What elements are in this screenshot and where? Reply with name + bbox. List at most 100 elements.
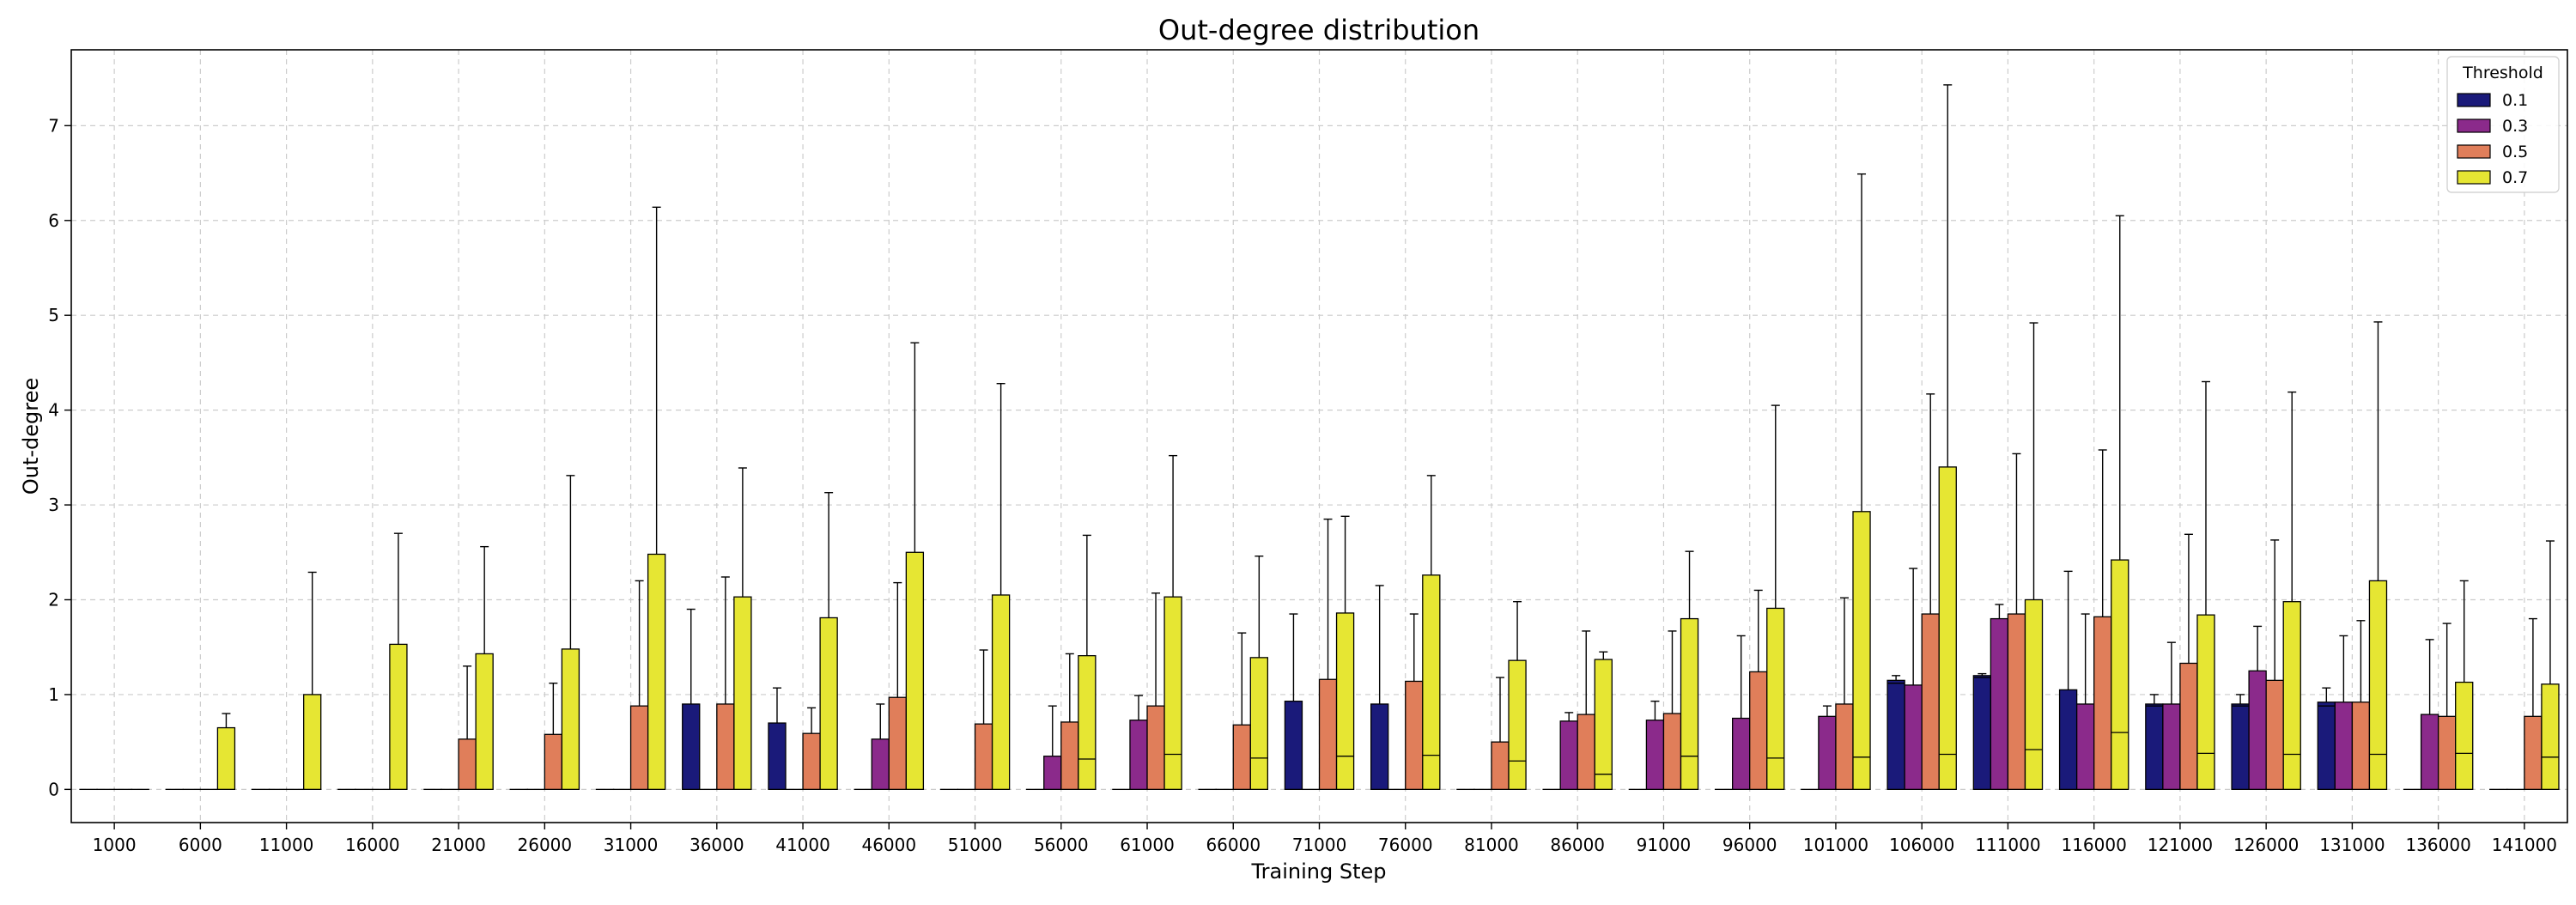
x-tick-label: 126000 [2233,835,2299,855]
bar-0-7 [1939,467,1956,789]
bar-0-5 [1233,725,1250,789]
y-tick-label: 1 [48,684,59,705]
bar-0-5 [1320,679,1337,789]
bar-0-3 [1130,720,1147,790]
bar-0-7 [1681,619,1698,790]
bar-0-3 [2249,671,2266,789]
x-tick-label: 6000 [179,835,222,855]
bar-0-5 [2180,663,2197,789]
bar-0-7 [2542,684,2559,790]
bar-0-3 [2077,704,2094,789]
x-tick-label: 51000 [948,835,1003,855]
bar-0-1 [2318,702,2335,790]
x-tick-label: 111000 [1975,835,2040,855]
bar-0-5 [717,704,734,789]
bar-0-7 [1509,660,1526,789]
bar-0-5 [1750,671,1767,789]
bar-0-3 [1560,721,1577,790]
bar-0-1 [2232,704,2249,789]
bar-0-7 [1853,512,1870,790]
legend-label: 0.7 [2502,168,2528,187]
bar-0-5 [1492,742,1509,789]
y-tick-label: 5 [48,305,59,325]
legend: Threshold 0.1 0.3 0.5 0.7 [2447,57,2559,192]
y-tick-label: 6 [48,210,59,231]
bar-0-7 [648,554,665,789]
bar-0-5 [2439,716,2456,789]
bar-0-7 [2283,602,2300,790]
bar-0-7 [2456,683,2473,790]
legend-title: Threshold [2462,64,2543,82]
bar-0-7 [1164,597,1182,789]
bar-0-5 [1922,614,1939,789]
bar-0-5 [459,739,476,790]
y-tick-label: 7 [48,115,59,136]
bar-0-5 [975,724,993,789]
legend-swatch [2458,119,2490,132]
bar-0-3 [1990,619,2008,790]
chart-title: Out-degree distribution [1158,14,1479,46]
bar-0-5 [2094,616,2111,789]
x-tick-label: 41000 [775,835,830,855]
bar-0-7 [993,595,1010,789]
legend-label: 0.3 [2502,117,2528,136]
x-tick-label: 91000 [1637,835,1692,855]
x-tick-label: 61000 [1120,835,1175,855]
bar-0-3 [2163,704,2180,789]
x-tick-label: 26000 [518,835,573,855]
bar-0-7 [217,728,234,790]
bar-0-5 [1577,714,1595,789]
bar-0-7 [2369,580,2386,789]
y-tick-label: 2 [48,589,59,610]
bar-0-3 [1733,719,1750,790]
bar-0-1 [1371,704,1388,789]
bar-0-5 [1836,704,1853,789]
legend-swatch [2458,171,2490,184]
y-tick-label: 3 [48,495,59,515]
x-tick-label: 16000 [345,835,400,855]
bar-0-5 [2266,680,2283,789]
bar-0-3 [1044,756,1061,790]
bar-0-7 [1337,613,1354,789]
bar-0-1 [1887,680,1905,789]
bar-0-5 [1061,722,1078,789]
bar-0-1 [2060,689,2077,789]
x-tick-label: 86000 [1550,835,1605,855]
bar-0-3 [1905,685,1922,789]
x-tick-label: 66000 [1206,835,1261,855]
bar-0-7 [1767,608,1784,789]
x-tick-label: 71000 [1292,835,1347,855]
x-tick-label: 96000 [1722,835,1777,855]
bar-0-7 [1595,659,1612,789]
bar-0-3 [1819,716,1836,789]
bar-0-3 [2335,702,2352,790]
bar-0-5 [2008,614,2025,789]
bar-0-1 [2146,704,2163,789]
x-tick-label: 116000 [2061,835,2126,855]
x-tick-label: 141000 [2492,835,2557,855]
legend-label: 0.1 [2502,91,2528,110]
x-tick-label: 106000 [1889,835,1954,855]
x-axis-label: Training Step [1251,859,1387,884]
legend-swatch [2458,94,2490,106]
bar-0-1 [769,723,786,789]
y-tick-label: 4 [48,400,59,421]
x-tick-label: 101000 [1803,835,1868,855]
y-tick-label: 0 [48,779,59,799]
bar-0-5 [803,733,820,789]
legend-label: 0.5 [2502,143,2528,161]
bar-0-7 [476,653,493,789]
bar-0-7 [2025,599,2042,789]
bar-0-7 [390,644,407,789]
bar-0-3 [1646,720,1663,790]
bar-0-7 [2197,615,2215,789]
x-tick-label: 11000 [259,835,314,855]
bar-0-5 [1663,714,1680,789]
bar-0-5 [889,697,906,789]
bar-0-5 [1406,681,1423,789]
legend-swatch [2458,145,2490,158]
bar-0-7 [562,649,579,789]
x-tick-label: 46000 [861,835,916,855]
